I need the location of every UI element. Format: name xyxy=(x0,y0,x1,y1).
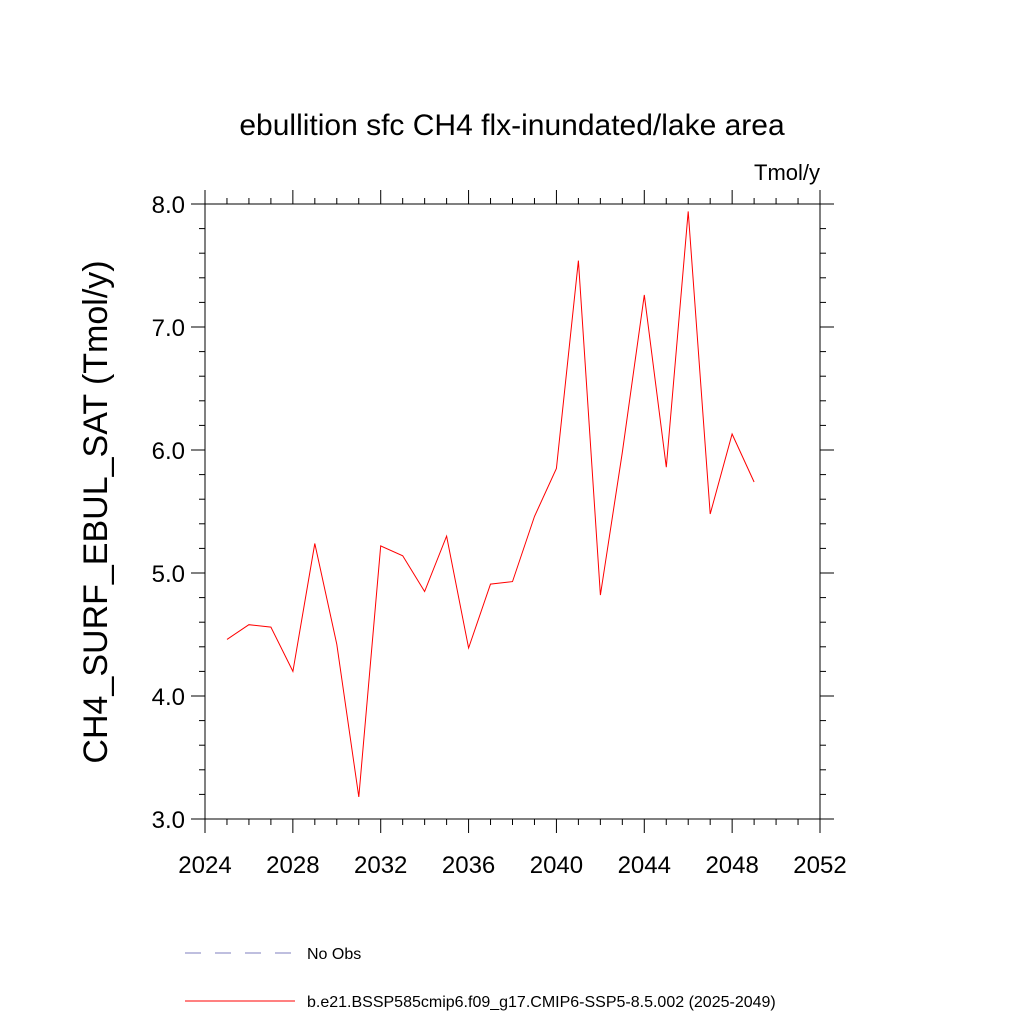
x-tick-label: 2040 xyxy=(530,852,583,879)
y-tick-label: 7.0 xyxy=(152,315,185,342)
x-tick-label: 2044 xyxy=(618,852,671,879)
legend-label-no-obs: No Obs xyxy=(307,946,361,963)
chart-title: ebullition sfc CH4 flx-inundated/lake ar… xyxy=(239,109,785,142)
plot-frame xyxy=(204,203,821,820)
x-tick-label: 2032 xyxy=(354,852,407,879)
x-tick-label: 2024 xyxy=(178,852,231,879)
x-tick-label: 2028 xyxy=(266,852,319,879)
y-tick-label: 4.0 xyxy=(152,684,185,711)
series-layer xyxy=(226,211,755,797)
y-tick-label: 3.0 xyxy=(152,807,185,834)
y-axis-label: CH4_SURF_EBUL_SAT (Tmol/y) xyxy=(77,260,115,763)
legend-label-model: b.e21.BSSP585cmip6.f09_g17.CMIP6-SSP5-8.… xyxy=(307,994,776,1011)
y-tick-label: 6.0 xyxy=(152,438,185,465)
y-tick-label: 8.0 xyxy=(152,192,185,219)
tick-labels: 2024 2028 2032 2036 2040 2044 2048 2052 3.0 4.0 5.… xyxy=(152,192,847,879)
x-tick-label: 2036 xyxy=(442,852,495,879)
axis-ticks xyxy=(191,190,834,833)
series-line xyxy=(226,211,755,797)
x-tick-label: 2052 xyxy=(793,852,846,879)
legend: No Obs b.e21.BSSP585cmip6.f09_g17.CMIP6-… xyxy=(185,946,776,1011)
units-label: Tmol/y xyxy=(754,160,820,185)
x-tick-label: 2048 xyxy=(705,852,758,879)
y-tick-label: 5.0 xyxy=(152,561,185,588)
